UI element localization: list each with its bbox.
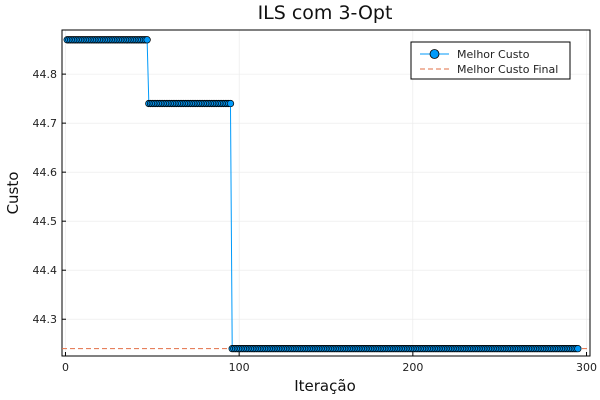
legend-marker-best xyxy=(429,49,440,59)
y-tick-label: 44.6 xyxy=(33,166,58,179)
legend-box xyxy=(410,41,571,80)
y-tick-label: 44.3 xyxy=(33,313,58,326)
x-tick-label: 0 xyxy=(62,361,69,374)
x-ticks: 0 100 200 300 xyxy=(62,352,597,374)
x-tick-label: 200 xyxy=(402,361,423,374)
series-layer xyxy=(62,36,590,353)
x-axis-title: Iteração xyxy=(294,377,356,395)
legend: Melhor Custo Melhor Custo Final xyxy=(410,41,571,80)
legend-label-final: Melhor Custo Final xyxy=(457,63,558,76)
best-cost-point xyxy=(143,36,151,44)
y-axis-title: Custo xyxy=(4,172,22,215)
y-tick-label: 44.7 xyxy=(33,117,58,130)
best-cost-line xyxy=(67,39,578,350)
y-ticks: 44.3 44.4 44.5 44.6 44.7 44.8 xyxy=(33,68,66,326)
y-tick-label: 44.5 xyxy=(33,215,58,228)
y-tick-label: 44.8 xyxy=(33,68,58,81)
y-tick-label: 44.4 xyxy=(33,264,58,277)
legend-label-best: Melhor Custo xyxy=(457,48,530,61)
plot-frame xyxy=(61,29,591,357)
x-tick-label: 100 xyxy=(229,361,250,374)
best-cost-point xyxy=(574,345,582,353)
chart-title: ILS com 3-Opt xyxy=(258,2,393,24)
x-tick-label: 300 xyxy=(576,361,597,374)
best-cost-point xyxy=(226,99,235,108)
